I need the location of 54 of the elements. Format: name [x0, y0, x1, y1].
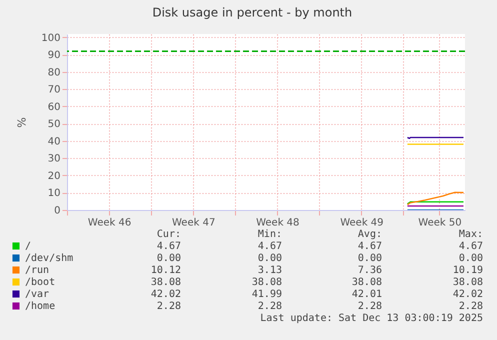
text: 7.36	[358, 265, 382, 276]
x-tick-label: Week 48	[256, 218, 300, 228]
text: 0.00	[458, 253, 483, 264]
text: 10.12	[150, 265, 181, 276]
text: 2.28	[358, 301, 382, 312]
legend-label: /boot	[25, 277, 56, 288]
x-tick-label: Week 46	[88, 218, 132, 228]
text: Cur:	[156, 229, 181, 240]
text: 42.02	[150, 289, 181, 300]
y-tick-label: 90	[48, 50, 60, 62]
text: 0.00	[156, 253, 181, 264]
text: Min:	[258, 229, 282, 240]
text: 41.99	[252, 289, 282, 300]
text: Avg:	[358, 229, 382, 240]
text: Max:	[458, 229, 483, 240]
text: 10.19	[452, 265, 483, 276]
y-tick-label: 60	[48, 102, 60, 113]
x-tick-label: Week 47	[172, 218, 216, 228]
text: 38.08	[352, 277, 382, 288]
text: 4.67	[258, 241, 282, 252]
legend-label: /var	[25, 289, 50, 300]
y-tick-label: 20	[48, 170, 60, 182]
y-tick-label: 50	[48, 119, 60, 130]
text: 0.00	[258, 253, 282, 264]
y-tick-label: 100	[41, 32, 60, 44]
text: 2.28	[258, 301, 282, 312]
text: 42.01	[352, 289, 382, 300]
text: 42.02	[452, 289, 483, 300]
text: 4.67	[156, 241, 181, 252]
y-tick-label: 30	[48, 154, 60, 165]
legend-label: /run	[25, 265, 50, 276]
text: 38.08	[150, 277, 181, 288]
legend-label: /	[25, 241, 32, 252]
chart-title: Disk usage in percent - by month	[152, 5, 352, 20]
text: 0.00	[358, 253, 382, 264]
x-tick-label: Week 50	[418, 218, 462, 228]
y-tick-label: 10	[48, 188, 60, 200]
line-series	[406, 192, 464, 206]
y-tick-label: 40	[48, 136, 60, 148]
legend-label: /dev/shm	[25, 253, 74, 264]
text: Last update: Sat Dec 13 03:00:19 2025	[260, 313, 483, 324]
legend-label: /home	[25, 301, 56, 312]
text: 38.08	[452, 277, 483, 288]
y-tick-label: 70	[48, 84, 60, 96]
x-tick-label: Week 49	[340, 218, 384, 228]
text: 2.28	[458, 301, 483, 312]
text: 2.28	[156, 301, 181, 312]
y-axis-title: %	[15, 117, 28, 128]
y-tick-label: 80	[48, 67, 60, 78]
text: 4.67	[458, 241, 483, 252]
text: 38.08	[252, 277, 282, 288]
text: 3.13	[258, 265, 282, 276]
y-tick-label: 0	[54, 206, 60, 216]
text: 4.67	[358, 241, 382, 252]
